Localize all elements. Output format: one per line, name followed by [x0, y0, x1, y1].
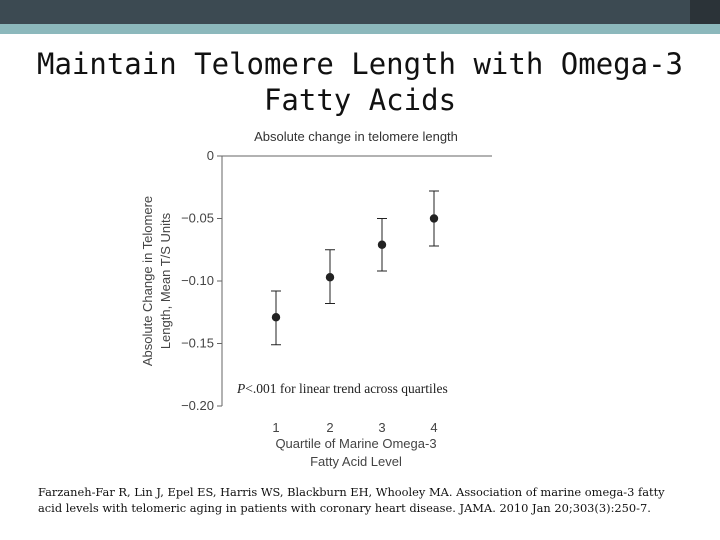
data-point — [325, 273, 335, 282]
header-band — [0, 0, 720, 24]
x-tick-label: 2 — [326, 420, 333, 435]
y-tick-label: −0.15 — [181, 336, 214, 351]
y-axis-label-line1: Absolute Change in Telomere — [140, 196, 155, 366]
y-tick-label: −0.10 — [181, 273, 214, 288]
data-point — [377, 240, 387, 249]
header-corner — [690, 0, 720, 24]
citation: Farzaneh-Far R, Lin J, Epel ES, Harris W… — [38, 485, 665, 515]
x-tick-label: 4 — [430, 420, 437, 435]
trend-annotation: P<.001 for linear trend across quartiles — [236, 381, 448, 396]
x-axis-label-line1: Quartile of Marine Omega-3 — [275, 436, 436, 451]
data-point — [429, 214, 439, 223]
chart-title: Absolute change in telomere length — [254, 129, 458, 144]
slide-title: Maintain Telomere Length with Omega-3 Fa… — [36, 47, 683, 117]
y-tick-label: −0.05 — [181, 211, 214, 226]
x-tick-label: 3 — [378, 420, 385, 435]
y-tick-label: −0.20 — [181, 398, 214, 413]
x-tick-label: 1 — [272, 420, 279, 435]
x-axis-label-line2: Fatty Acid Level — [310, 454, 402, 469]
header-accent-band — [0, 24, 720, 34]
data-point — [271, 313, 281, 322]
y-tick-label: 0 — [207, 148, 214, 163]
y-axis-label-line2: Length, Mean T/S Units — [158, 212, 173, 349]
